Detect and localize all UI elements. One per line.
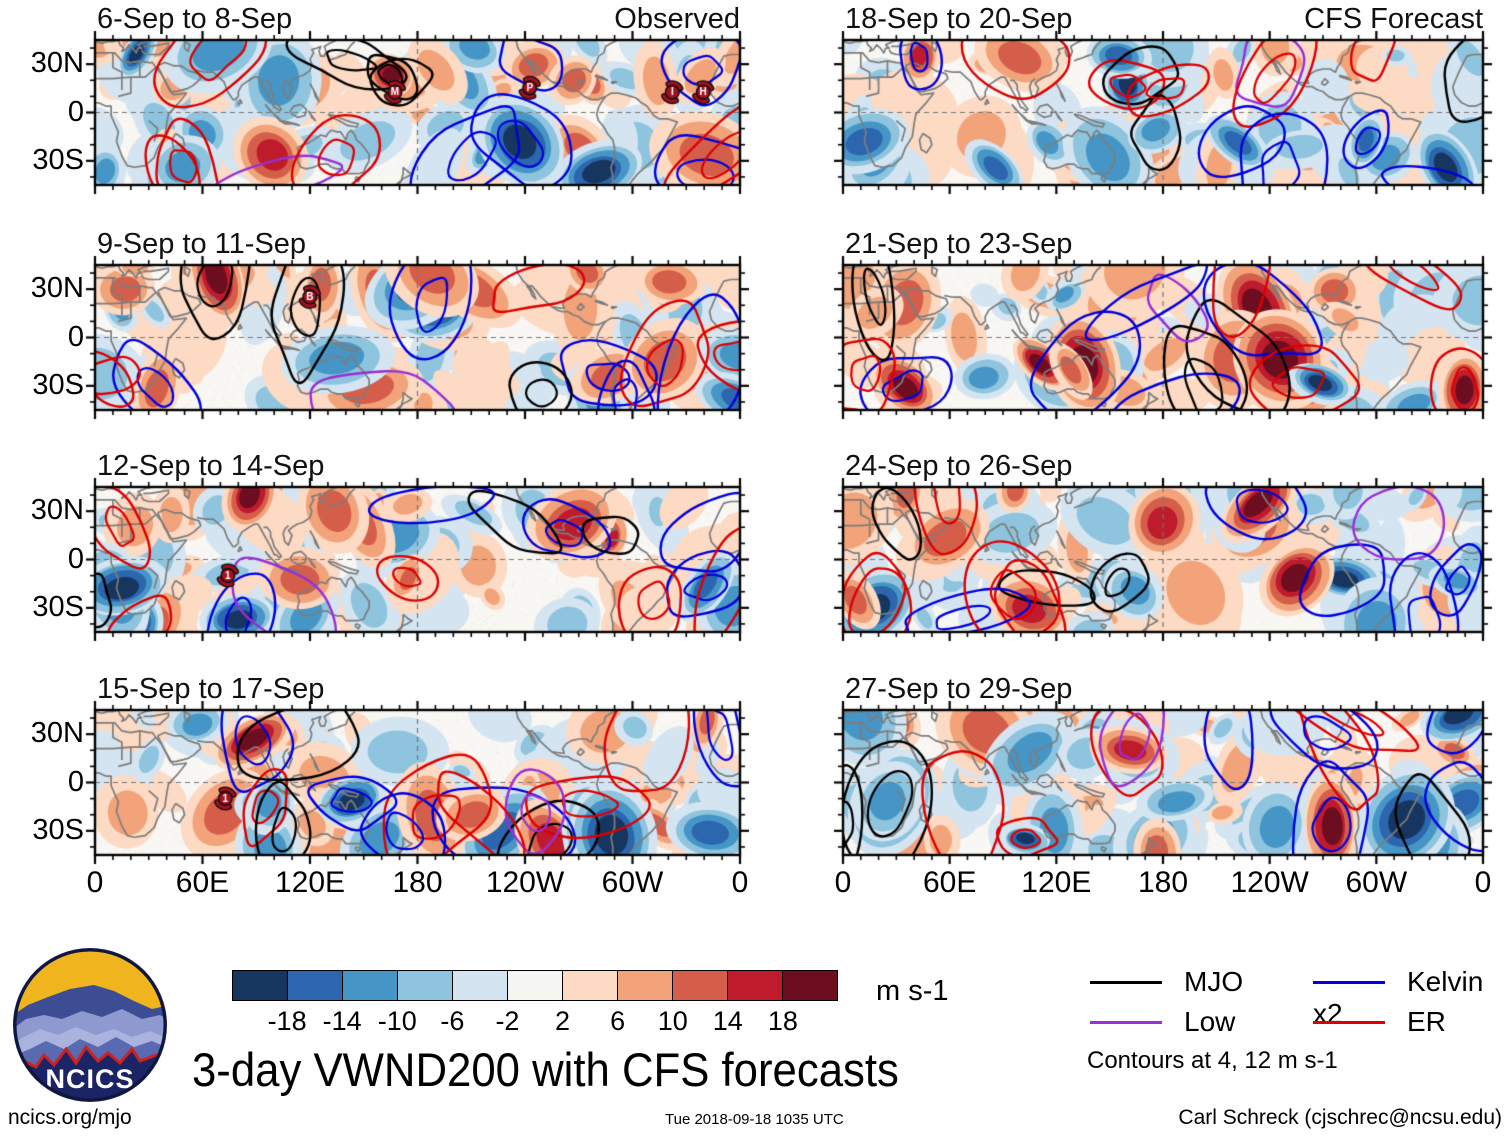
colorbar-tick-label: 18	[767, 1006, 798, 1036]
low-line-swatch	[1090, 1020, 1162, 1024]
footer-author: Carl Schreck (cjschrec@ncsu.edu)	[1178, 1106, 1502, 1129]
map-panel-canvas	[83, 698, 752, 867]
colorbar	[232, 970, 838, 1001]
legend-mjo: MJO	[1090, 966, 1243, 998]
ncics-logo-text: NCICS	[45, 1064, 134, 1094]
colorbar-cell	[233, 971, 288, 1000]
ncics-logo: NCICS	[10, 945, 170, 1105]
lat-tick-label: 30S	[32, 143, 84, 176]
map-panel-canvas	[831, 698, 1495, 867]
colorbar-tick-labels: -18 -14 -10 -6 -2 2 6 10 14 18	[232, 1006, 838, 1040]
lat-tick-label: 30N	[30, 717, 84, 750]
colorbar-tick-label: -18	[267, 1006, 307, 1036]
colorbar-cell	[343, 971, 398, 1000]
lon-tick-label: 60E	[922, 866, 977, 899]
lon-tick-label: 0	[1474, 866, 1492, 899]
lon-tick-label: 120E	[274, 866, 346, 899]
lat-tick-label: 30S	[32, 590, 84, 623]
lat-tick-label: 0	[67, 765, 84, 798]
legend-low: Low	[1090, 1006, 1235, 1038]
contour-levels-note: Contours at 4, 12 m s-1	[1087, 1047, 1338, 1074]
lon-tick-label: 60E	[175, 866, 230, 899]
colorbar-units-label: m s-1	[876, 975, 949, 1007]
kelvin-line-swatch	[1313, 980, 1385, 984]
colorbar-cell	[398, 971, 453, 1000]
lon-tick-label: 180	[392, 866, 443, 899]
colorbar-tick-label: 14	[712, 1006, 743, 1036]
mjo-line-swatch	[1090, 980, 1162, 984]
lon-tick-label: 0	[86, 866, 104, 899]
ncics-logo-graphic: NCICS	[13, 948, 167, 1102]
map-panel-canvas	[83, 28, 752, 197]
footer-timestamp: Tue 2018-09-18 1035 UTC	[665, 1111, 844, 1128]
colorbar-tick-label: -6	[440, 1006, 465, 1036]
lon-tick-label: 0	[731, 866, 749, 899]
colorbar-cell	[508, 971, 563, 1000]
colorbar-tick-label: -2	[495, 1006, 520, 1036]
footer-url: ncics.org/mjo	[8, 1106, 132, 1129]
lat-tick-label: 30S	[32, 368, 84, 401]
lon-tick-label: 120W	[485, 866, 565, 899]
colorbar-tick-label: -10	[377, 1006, 417, 1036]
longitude-axis-labels: 0 60E 120E 180 120W 60W 0 0 60E 120E 180 120W 60W 0	[0, 866, 1510, 906]
colorbar-tick-label: 10	[657, 1006, 688, 1036]
lon-tick-label: 60W	[1345, 866, 1408, 899]
kelvin-label: Kelvin x2	[1313, 966, 1484, 1029]
figure-title: 3-day VWND200 with CFS forecasts	[192, 1043, 899, 1096]
lat-tick-label: 0	[67, 95, 84, 128]
lon-tick-label: 0	[834, 866, 852, 899]
colorbar-cell	[673, 971, 728, 1000]
lon-tick-label: 180	[1137, 866, 1189, 899]
lon-tick-label: 120W	[1230, 866, 1309, 899]
lat-tick-label: 30N	[30, 272, 84, 305]
lon-tick-label: 60W	[601, 866, 664, 899]
lat-tick-label: 0	[67, 542, 84, 575]
map-panel-canvas	[831, 28, 1495, 197]
lat-tick-label: 0	[67, 320, 84, 353]
colorbar-tick-label: -14	[322, 1006, 362, 1036]
colorbar-tick-label: 2	[555, 1006, 571, 1036]
er-label: ER	[1407, 1006, 1446, 1037]
colorbar-cell	[728, 971, 783, 1000]
mjo-label: MJO	[1184, 966, 1244, 997]
colorbar-tick-label: 6	[610, 1006, 626, 1036]
lat-tick-label: 30N	[30, 47, 84, 80]
colorbar-cell	[783, 971, 837, 1000]
legend-kelvin: Kelvin x2	[1313, 966, 1510, 1030]
colorbar-cell	[563, 971, 618, 1000]
lon-tick-label: 120E	[1021, 866, 1092, 899]
lat-tick-label: 30N	[30, 494, 84, 527]
map-panel-canvas	[831, 253, 1495, 422]
colorbar-cell	[453, 971, 508, 1000]
er-line-swatch	[1313, 1020, 1385, 1024]
map-panel-canvas	[831, 475, 1495, 644]
colorbar-cell	[618, 971, 673, 1000]
colorbar-cell	[288, 971, 343, 1000]
low-label: Low	[1184, 1006, 1236, 1037]
map-panel-canvas	[83, 475, 752, 644]
legend-er: ER	[1313, 1006, 1446, 1038]
map-panel-canvas	[83, 253, 752, 422]
lat-tick-label: 30S	[32, 813, 84, 846]
